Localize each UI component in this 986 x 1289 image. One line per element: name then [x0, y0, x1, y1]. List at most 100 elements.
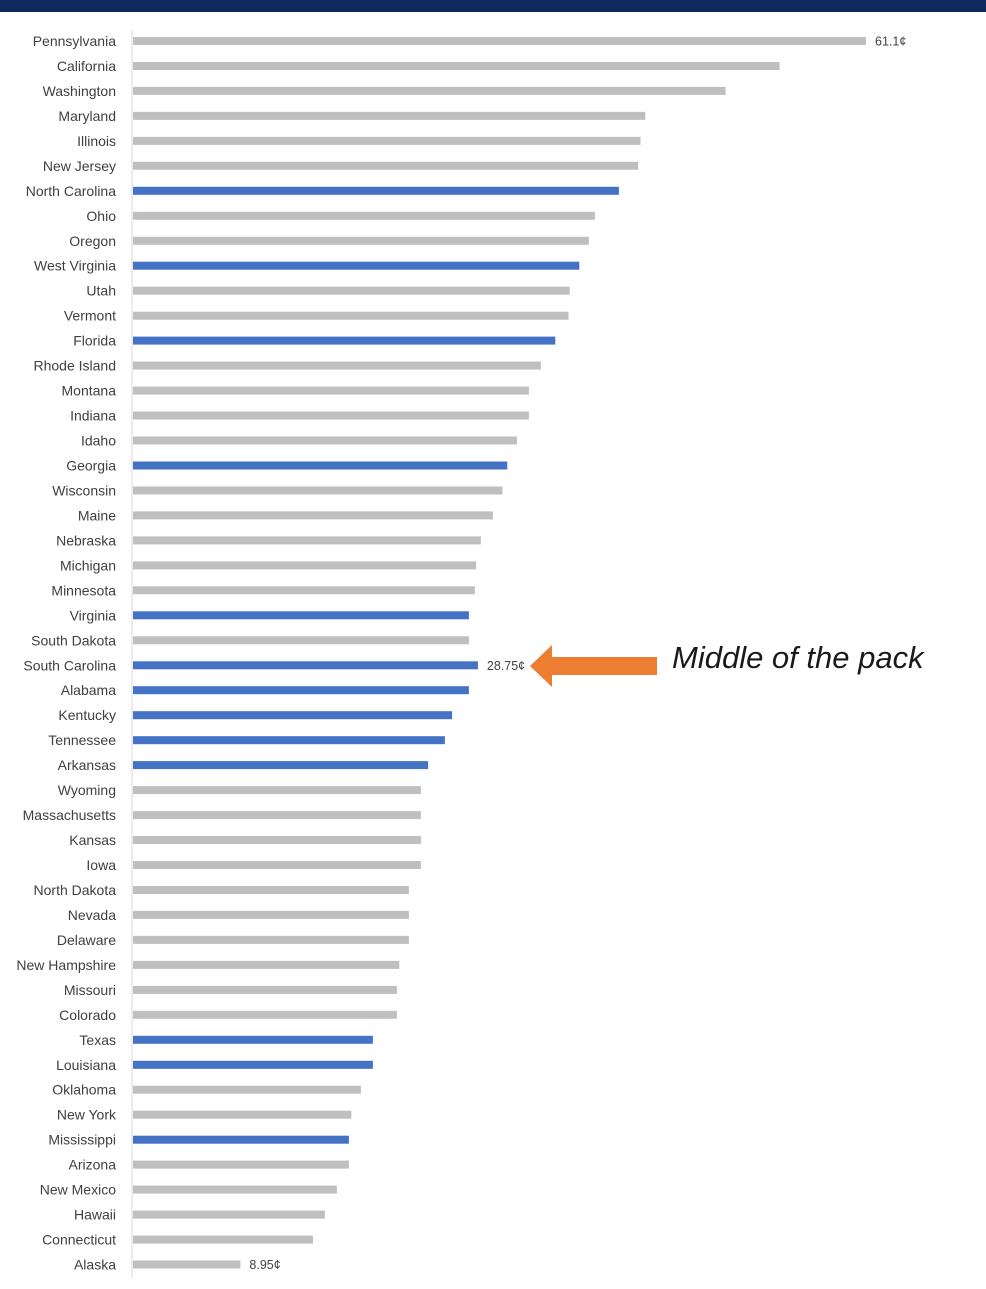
category-label-illinois: Illinois — [77, 133, 116, 149]
category-label-new-york: New York — [57, 1107, 117, 1123]
bar-north-dakota — [133, 886, 409, 894]
category-label-iowa: Iowa — [86, 857, 116, 873]
category-label-georgia: Georgia — [66, 458, 116, 474]
bar-washington — [133, 86, 726, 95]
bar-maryland — [133, 111, 646, 120]
bar-rhode-island — [133, 361, 541, 370]
callout-arrow — [530, 645, 657, 687]
category-label-ohio: Ohio — [86, 208, 116, 224]
bar-louisiana — [133, 1060, 373, 1069]
category-label-colorado: Colorado — [59, 1007, 116, 1023]
category-label-kentucky: Kentucky — [58, 707, 116, 723]
category-label-maryland: Maryland — [58, 108, 116, 124]
category-label-new-hampshire: New Hampshire — [16, 957, 116, 973]
bar-oklahoma — [133, 1085, 361, 1094]
bar-vermont — [133, 311, 569, 320]
bar-nevada — [133, 910, 409, 919]
category-label-montana: Montana — [62, 383, 117, 399]
category-label-california: California — [57, 58, 116, 74]
category-label-oregon: Oregon — [69, 233, 116, 249]
bar-kentucky — [133, 711, 453, 720]
category-label-idaho: Idaho — [81, 433, 116, 449]
bar-south-carolina — [133, 661, 478, 670]
bar-wyoming — [133, 786, 421, 795]
category-label-michigan: Michigan — [60, 557, 116, 573]
category-label-oklahoma: Oklahoma — [52, 1082, 116, 1098]
chart-area: Pennsylvania California Washington Maryland… — [0, 12, 986, 1289]
data-label-alaska: 8.95¢ — [249, 1258, 280, 1272]
bar-arkansas — [133, 761, 429, 770]
category-label-utah: Utah — [86, 283, 116, 299]
category-label-kansas: Kansas — [69, 832, 116, 848]
bar-utah — [133, 286, 570, 295]
category-label-washington: Washington — [43, 83, 116, 99]
bar-pennsylvania — [133, 37, 866, 45]
bar-new-hampshire — [133, 960, 400, 969]
category-labels-group: Pennsylvania California Washington Maryland… — [16, 33, 117, 1273]
category-label-connecticut: Connecticut — [42, 1232, 116, 1248]
category-label-mississippi: Mississippi — [48, 1132, 116, 1148]
category-label-louisiana: Louisiana — [56, 1057, 116, 1073]
bar-indiana — [133, 411, 529, 420]
bar-delaware — [133, 935, 409, 944]
category-label-pennsylvania: Pennsylvania — [33, 33, 116, 49]
category-label-texas: Texas — [79, 1032, 116, 1048]
bar-maine — [133, 511, 493, 520]
category-label-maine: Maine — [78, 507, 116, 523]
bar-new-york — [133, 1110, 352, 1119]
category-label-alaska: Alaska — [74, 1257, 116, 1273]
bar-georgia — [133, 461, 508, 470]
category-label-arkansas: Arkansas — [58, 757, 116, 773]
bar-west-virginia — [133, 261, 580, 270]
top-banner — [0, 0, 986, 12]
bar-oregon — [133, 236, 589, 245]
category-label-wyoming: Wyoming — [58, 782, 116, 798]
category-label-delaware: Delaware — [57, 932, 116, 948]
category-label-new-jersey: New Jersey — [43, 158, 116, 174]
bar-massachusetts — [133, 811, 421, 820]
category-label-south-dakota: South Dakota — [31, 632, 116, 648]
category-label-nevada: Nevada — [68, 907, 116, 923]
category-label-indiana: Indiana — [70, 408, 116, 424]
bar-ohio — [133, 211, 595, 220]
bar-arizona — [133, 1160, 349, 1169]
bar-idaho — [133, 436, 517, 445]
bar-alaska — [133, 1260, 241, 1269]
bar-mississippi — [133, 1135, 349, 1144]
bar-iowa — [133, 861, 421, 869]
category-label-north-carolina: North Carolina — [26, 183, 116, 199]
category-label-massachusetts: Massachusetts — [23, 807, 116, 823]
category-label-alabama: Alabama — [61, 682, 116, 698]
bar-south-dakota — [133, 636, 469, 645]
category-label-florida: Florida — [73, 333, 116, 349]
bar-michigan — [133, 561, 477, 570]
category-label-rhode-island: Rhode Island — [33, 358, 116, 374]
annotation-text: Middle of the pack — [672, 640, 924, 675]
bar-hawaii — [133, 1210, 325, 1219]
category-label-virginia: Virginia — [70, 607, 117, 623]
bar-virginia — [133, 611, 469, 620]
bars-group — [133, 37, 866, 1269]
category-label-hawaii: Hawaii — [74, 1207, 116, 1223]
category-label-west-virginia: West Virginia — [34, 258, 116, 274]
bar-alabama — [133, 686, 469, 695]
bar-florida — [133, 336, 556, 345]
category-label-south-carolina: South Carolina — [23, 657, 116, 673]
category-label-wisconsin: Wisconsin — [52, 483, 116, 499]
bar-colorado — [133, 1010, 397, 1019]
bar-illinois — [133, 136, 641, 145]
data-label-pennsylvania: 61.1¢ — [875, 35, 906, 49]
category-label-arizona: Arizona — [69, 1157, 117, 1173]
bar-minnesota — [133, 586, 475, 595]
category-label-north-dakota: North Dakota — [34, 882, 117, 898]
bar-nebraska — [133, 536, 481, 545]
bar-texas — [133, 1035, 373, 1044]
bar-connecticut — [133, 1235, 313, 1244]
bar-montana — [133, 386, 529, 395]
data-labels-group: 61.1¢ 28.75¢ 8.95¢ — [249, 35, 906, 1273]
category-label-missouri: Missouri — [64, 982, 116, 998]
category-label-new-mexico: New Mexico — [40, 1182, 116, 1198]
bar-wisconsin — [133, 486, 503, 495]
category-label-tennessee: Tennessee — [48, 732, 116, 748]
category-label-nebraska: Nebraska — [56, 532, 116, 548]
